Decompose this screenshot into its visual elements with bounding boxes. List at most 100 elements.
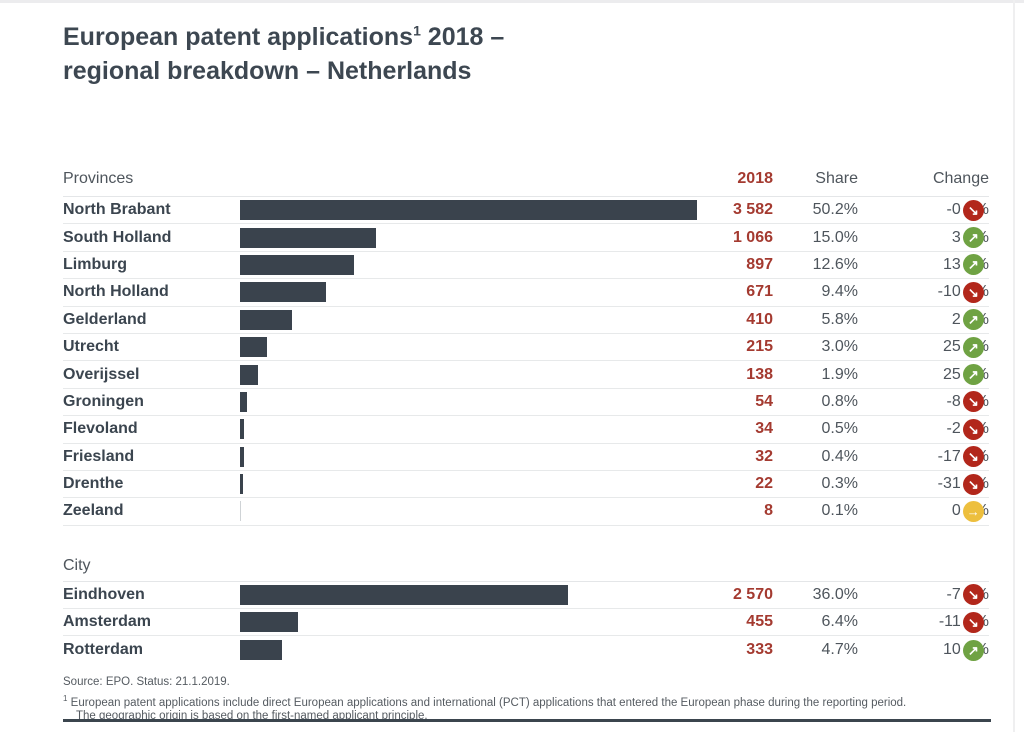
title-year-text: 2018 – [420, 23, 505, 51]
change-value: 25 [942, 338, 961, 356]
bar-cell [240, 498, 708, 524]
table-row: Groningen 54 0.8%-8↘% [63, 389, 989, 417]
trend-down-arrow-icon: ↘ [962, 611, 984, 633]
value-bar [240, 584, 568, 605]
table-row: Rotterdam 333 4.7%10↗% [63, 636, 989, 663]
change-value: 10 [942, 641, 961, 659]
table-row: Gelderland 410 5.8%2↗% [63, 307, 989, 334]
footnote-line1: European patent applications include dir… [70, 696, 907, 709]
change-cell: -10↘% [858, 281, 989, 303]
provinces-rows-group: North Brabant 3 582 50.2%-0↘% South Holland… [63, 197, 989, 526]
change-cell: 2↗% [858, 309, 989, 331]
row-label: North Brabant [63, 201, 171, 219]
change-cell: -11↘% [858, 611, 989, 633]
share-value: 4.7% [821, 641, 858, 659]
row-label: Limburg [63, 255, 127, 273]
change-cell: 13↗% [858, 254, 989, 276]
column-header-2018: 2018 [737, 170, 773, 187]
bottom-rule [63, 719, 991, 722]
trend-down-arrow-icon: ↘ [962, 418, 984, 440]
change-cell: -2↘% [858, 418, 989, 440]
table-row: Amsterdam 455 6.4%-11↘% [63, 609, 989, 637]
bar-cell [240, 636, 708, 663]
title-footnote-marker: 1 [413, 22, 421, 39]
table-row: Limburg 897 12.6%13↗% [63, 252, 989, 280]
row-label: South Holland [63, 228, 172, 246]
row-label: Amsterdam [63, 613, 152, 631]
change-value: 2 [951, 310, 961, 328]
change-value: 0 [951, 502, 961, 520]
change-cell: 25↗% [858, 364, 989, 386]
change-value: -10 [937, 283, 961, 301]
trend-up-arrow-icon: ↗ [962, 364, 984, 386]
share-value: 1.9% [821, 365, 858, 383]
change-value: -8 [946, 392, 961, 410]
share-value: 36.0% [812, 585, 858, 603]
change-cell: -0↘% [858, 199, 989, 221]
trend-up-arrow-icon: ↗ [962, 309, 984, 331]
change-cell: 25↗% [858, 336, 989, 358]
slide-top-edge [0, 0, 1024, 3]
change-value: 13 [942, 255, 961, 273]
bar-cell [240, 444, 708, 470]
trend-up-arrow-icon: ↗ [962, 254, 984, 276]
row-label: Gelderland [63, 310, 147, 328]
footer: Source: EPO. Status: 21.1.2019. 1 Europe… [63, 676, 991, 723]
bar-cell [240, 582, 708, 608]
city-header-row: City [63, 526, 989, 582]
table-row: Flevoland 34 0.5%-2↘% [63, 416, 989, 444]
value-bar [240, 419, 244, 440]
value-2018: 2 570 [732, 585, 773, 603]
value-2018: 1 066 [732, 228, 773, 246]
change-cell: -17↘% [858, 446, 989, 468]
bar-cell [240, 416, 708, 442]
share-value: 0.5% [821, 420, 858, 438]
bar-cell [240, 252, 708, 278]
change-value: -0 [946, 201, 961, 219]
table-row: North Brabant 3 582 50.2%-0↘% [63, 197, 989, 225]
value-2018: 410 [746, 310, 773, 328]
table-row: South Holland 1 066 15.0%3↗% [63, 224, 989, 252]
footnote: 1 European patent applications include d… [63, 692, 991, 723]
value-bar [240, 227, 376, 248]
value-2018: 8 [764, 502, 773, 520]
trend-flat-arrow-icon: → [962, 500, 984, 522]
trend-down-arrow-icon: ↘ [962, 473, 984, 495]
bar-cell [240, 609, 708, 635]
title-line1-text: European patent applications [63, 23, 414, 51]
value-bar [240, 254, 354, 275]
bar-cell [240, 361, 708, 387]
change-value: 3 [951, 228, 961, 246]
bar-cell [240, 224, 708, 250]
change-cell: -31↘% [858, 473, 989, 495]
value-bar [240, 200, 697, 221]
row-label: Zeeland [63, 502, 124, 520]
share-value: 6.4% [821, 613, 858, 631]
value-bar [240, 612, 298, 633]
patent-table: Provinces 2018 Share Change North Braban… [63, 160, 989, 664]
value-2018: 22 [755, 475, 773, 493]
value-bar [240, 501, 241, 522]
value-2018: 455 [746, 613, 773, 631]
value-bar [240, 364, 258, 385]
value-bar [240, 337, 267, 358]
change-value: 25 [942, 365, 961, 383]
row-label: Overijssel [63, 365, 140, 383]
bar-cell [240, 389, 708, 415]
share-value: 5.8% [821, 310, 858, 328]
value-2018: 138 [746, 365, 773, 383]
bar-cell [240, 197, 708, 223]
change-value: -17 [937, 447, 961, 465]
table-row: North Holland 671 9.4%-10↘% [63, 279, 989, 307]
change-cell: 0→% [858, 500, 989, 522]
title-line2-text: regional breakdown – Netherlands [63, 57, 472, 85]
share-value: 12.6% [812, 255, 858, 273]
table-header-row: Provinces 2018 Share Change [63, 160, 989, 197]
column-header-share: Share [815, 170, 858, 187]
bar-cell [240, 471, 708, 497]
value-2018: 3 582 [732, 201, 773, 219]
change-value: -7 [946, 585, 961, 603]
change-value: -2 [946, 420, 961, 438]
value-2018: 215 [746, 338, 773, 356]
